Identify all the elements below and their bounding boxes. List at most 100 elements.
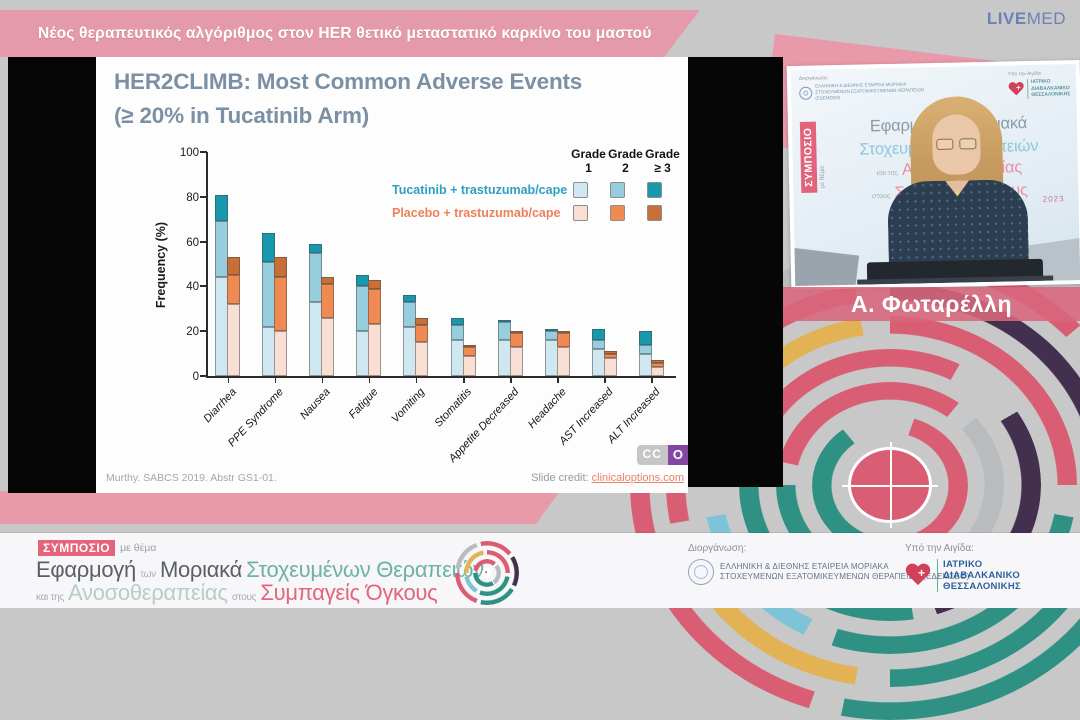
bar-placebo	[321, 277, 335, 376]
symposium-maze-logo	[455, 541, 519, 605]
bar-segment-grade2	[227, 275, 240, 305]
bar-placebo	[509, 331, 523, 376]
bar-segment-grade2	[403, 302, 417, 327]
event-footer: ΣΥΜΠΟΣΙΟ με θέμα Εφαρμογή των Μοριακά Στ…	[0, 533, 1080, 608]
bar-segment-grade1	[603, 358, 617, 376]
livemed-logo-med: MED	[1026, 9, 1066, 28]
footer-organizer-name: ΕΛΛΗΝΙΚΗ & ΔΙΕΘΝΗΣ ΕΤΑΙΡΕΙΑ ΜΟΡΙΑΚΑ ΣΤΟΧ…	[720, 562, 970, 581]
bar-segment-grade3	[650, 360, 664, 363]
bar-segment-grade3	[227, 257, 240, 276]
bar-tucatinib	[262, 232, 276, 376]
bar-segment-grade1	[215, 277, 228, 376]
bar-tucatinib	[638, 331, 652, 376]
footer-symposium-sub: με θέμα	[120, 542, 157, 554]
bar-segment-grade3	[638, 331, 652, 345]
x-category-label: Vomiting	[389, 386, 428, 426]
pillarbox-right	[688, 57, 783, 487]
bar-segment-grade3	[262, 232, 276, 262]
hospital-heart-icon: +	[1008, 82, 1024, 96]
presentation-slide: HER2CLIMB: Most Common Adverse Events (≥…	[96, 57, 688, 493]
y-tick-label: 20	[186, 326, 199, 339]
bar-segment-grade3	[274, 257, 288, 278]
y-tick-label: 0	[192, 371, 199, 383]
bar-placebo	[603, 351, 617, 376]
speaker-face	[931, 114, 981, 176]
bar-segment-grade1	[450, 340, 464, 376]
bar-segment-grade1	[497, 340, 511, 376]
legend-grade-header: Grade ≥ 3	[645, 147, 680, 175]
bar-segment-grade2	[215, 221, 228, 278]
bar-segment-grade3	[591, 328, 605, 341]
bar-segment-grade1	[556, 346, 570, 376]
livemed-logo: LIVEMED	[987, 9, 1066, 29]
maze-target-icon	[842, 442, 939, 529]
pillarbox-left	[8, 57, 96, 493]
footer-aegis-label: Υπό την Αιγίδα:	[905, 543, 974, 554]
cco-logo-o: O	[667, 445, 688, 465]
desk-equipment-left	[790, 247, 860, 286]
bar-segment-grade1	[356, 331, 370, 376]
bar-segment-grade2	[450, 324, 464, 341]
x-category-label: Stomatitis	[432, 386, 475, 430]
x-tick-mark	[604, 378, 606, 383]
bar-segment-grade1	[403, 326, 417, 376]
legend-grade-header: Grade 2	[608, 147, 643, 175]
bar-segment-grade1	[415, 342, 429, 376]
bar-segment-grade2	[368, 288, 382, 325]
bar-segment-grade3	[309, 243, 323, 253]
chart-legend: Grade 1 Grade 2 Grade ≥ 3 Tucatinib + trastuzu…	[392, 147, 681, 228]
bar-placebo	[368, 279, 382, 376]
x-tick-mark	[274, 378, 277, 383]
bar-group: Fatigue	[346, 275, 382, 421]
bar-segment-grade3	[462, 344, 476, 347]
bar-segment-grade2	[591, 340, 605, 350]
legend-series-label: Placebo + trastuzumab/cape	[392, 206, 561, 220]
legend-grade-header: Grade 1	[571, 147, 606, 175]
poster-aegis-block: Υπό την Αιγίδα + ΙΑΤΡΙΚΟ ΔΙΑΒΑΛΚΑΝΙΚΟ ΘΕ…	[1008, 70, 1071, 99]
bar-tucatinib	[497, 320, 511, 376]
speaker-glasses-left	[936, 138, 954, 150]
footer-symposium-badge: ΣΥΜΠΟΣΙΟ	[38, 540, 116, 556]
legend-swatch	[647, 182, 662, 198]
footer-organizer-block: Διοργάνωση: ΕΛΛΗΝΙΚΗ & ΔΙΕΘΝΗΣ ΕΤΑΙΡΕΙΑ …	[688, 543, 969, 585]
y-tick-mark	[200, 330, 207, 333]
bar-group: Appetite Decreased	[447, 320, 523, 465]
footer-heart-icon: +	[905, 564, 931, 587]
y-tick-mark	[200, 240, 207, 243]
slide-title-line1: HER2CLIMB: Most Common Adverse Events	[114, 69, 583, 94]
poster-organizer-block: Διοργάνωση: ΕΛΛΗΝΙΚΗ & ΔΙΕΘΝΗΣ ΕΤΑΙΡΕΙΑ …	[799, 73, 950, 102]
slide-credit-link[interactable]: clinicaloptions.com	[591, 472, 684, 484]
poster-aegis-name: ΙΑΤΡΙΚΟ ΔΙΑΒΑΛΚΑΝΙΚΟ ΘΕΣΣΑΛΟΝΙΚΗΣ	[1026, 78, 1071, 99]
poster-year: 2023	[1042, 194, 1065, 204]
legend-swatch	[573, 182, 588, 198]
poster-aegis-label: Υπό την Αιγίδα	[1007, 70, 1041, 78]
bar-group: Headache	[526, 328, 570, 431]
cco-logo: CC O	[636, 445, 688, 465]
bar-segment-grade1	[368, 324, 382, 376]
bar-segment-grade1	[227, 304, 240, 376]
speaker-necklace	[955, 190, 960, 195]
poster-symposium-label: ΣΥΜΠΟΣΙΟ	[799, 121, 818, 194]
speaker-glasses-right	[959, 138, 977, 150]
bar-tucatinib	[309, 243, 323, 376]
bar-tucatinib	[403, 295, 417, 376]
legend-swatch	[573, 205, 588, 221]
bar-segment-grade1	[591, 349, 605, 376]
bar-segment-grade2	[462, 346, 476, 356]
bar-segment-grade3	[321, 277, 335, 285]
x-tick-mark	[510, 378, 512, 383]
bar-segment-grade3	[356, 275, 370, 287]
x-category-label: Fatigue	[346, 386, 381, 422]
bar-segment-grade2	[509, 333, 523, 347]
footer-organizer-emblem-icon	[688, 559, 714, 585]
y-tick-mark	[200, 151, 207, 153]
bar-tucatinib	[591, 328, 605, 376]
bar-segment-grade2	[603, 353, 617, 359]
bar-segment-grade1	[274, 331, 288, 376]
livemed-logo-live: LIVE	[986, 9, 1027, 28]
footer-title-line2: και της Ανοσοθεραπείας στους Συμπαγείς Ό…	[36, 580, 438, 605]
bar-tucatinib	[544, 328, 558, 376]
legend-series-label: Tucatinib + trastuzumab/cape	[392, 183, 568, 197]
cco-logo-cc: CC	[636, 445, 668, 465]
chart-plot: Frequency (%) 0 20 40 60 80 100 Diarrhea PPE S…	[154, 147, 676, 465]
